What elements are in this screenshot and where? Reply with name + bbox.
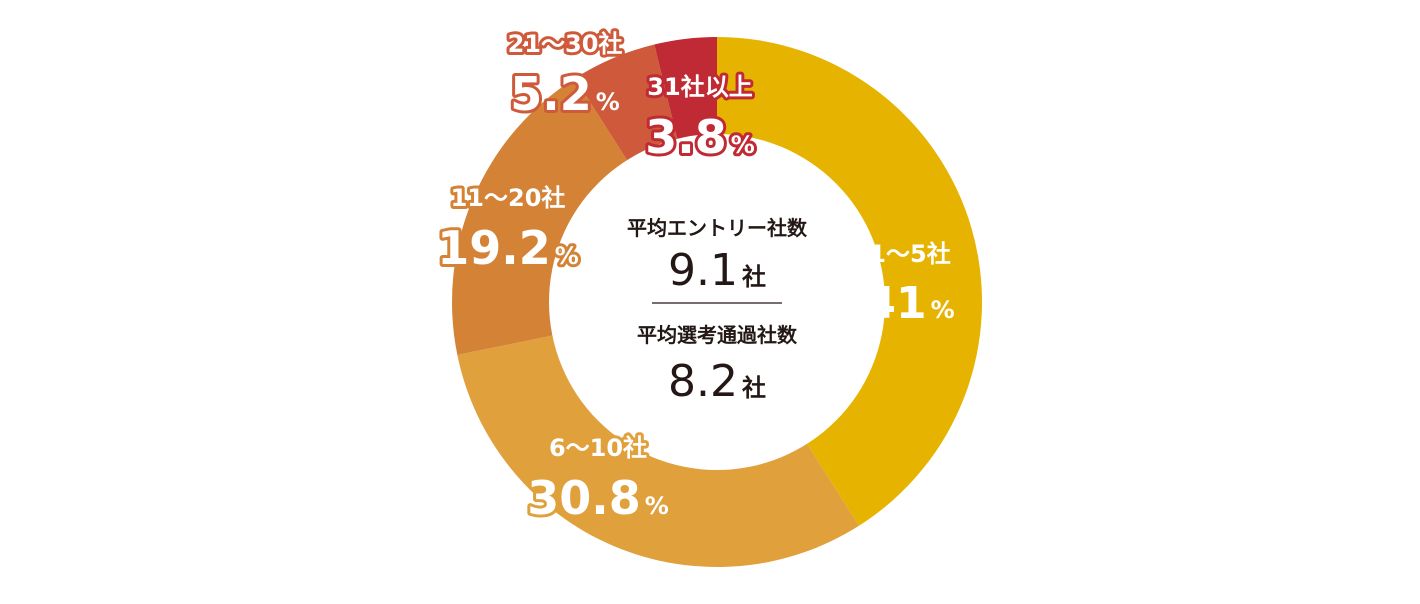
slice-value-number: 19.2 bbox=[437, 221, 551, 275]
slice-value-unit: % bbox=[555, 242, 579, 270]
slice-value-unit: % bbox=[596, 88, 620, 116]
slice-category-label: 31社以上 bbox=[647, 73, 752, 101]
slice-value-unit: % bbox=[931, 296, 955, 324]
center-value-entries-group: 9.1 社 bbox=[668, 245, 766, 296]
center-unit-entries: 社 bbox=[742, 263, 766, 291]
slice-value-label: 5.2% bbox=[510, 67, 620, 121]
center-unit-passed: 社 bbox=[742, 374, 766, 402]
slice-value-label: 30.8% bbox=[527, 471, 669, 525]
slice-value-unit: % bbox=[645, 492, 669, 520]
labels-group: 1～5社 41 % 6～10社 30.8 % 11～20社 19.2 % 21～30社 5.2 % 31… bbox=[434, 27, 954, 528]
slice-value-number: 41 bbox=[865, 278, 926, 329]
center-title-passed: 平均選考通過社数 bbox=[637, 323, 798, 347]
slice-value-number: 5.2 bbox=[510, 67, 592, 121]
center-value-passed: 8.2 bbox=[668, 356, 738, 407]
slice-value-label: 19.2% bbox=[437, 221, 579, 275]
center-hole bbox=[549, 134, 885, 470]
slice-category-label: 6～10社 bbox=[549, 434, 647, 462]
slice-value-number: 30.8 bbox=[527, 471, 641, 525]
slice-category-label: 21～30社 bbox=[508, 30, 623, 58]
center-title-entries: 平均エントリー社数 bbox=[627, 216, 808, 240]
slice-value-label: 41% bbox=[865, 278, 954, 329]
slice-value-label: 3.8% bbox=[645, 110, 755, 164]
slice-value-unit: % bbox=[731, 131, 755, 159]
slice-category-label: 11～20社 bbox=[451, 184, 566, 212]
slice-value-number: 3.8 bbox=[645, 110, 727, 164]
slice-category-label: 1～5社 bbox=[869, 240, 950, 268]
center-value-passed-group: 8.2 社 bbox=[668, 356, 766, 407]
center-value-entries: 9.1 bbox=[668, 245, 738, 296]
